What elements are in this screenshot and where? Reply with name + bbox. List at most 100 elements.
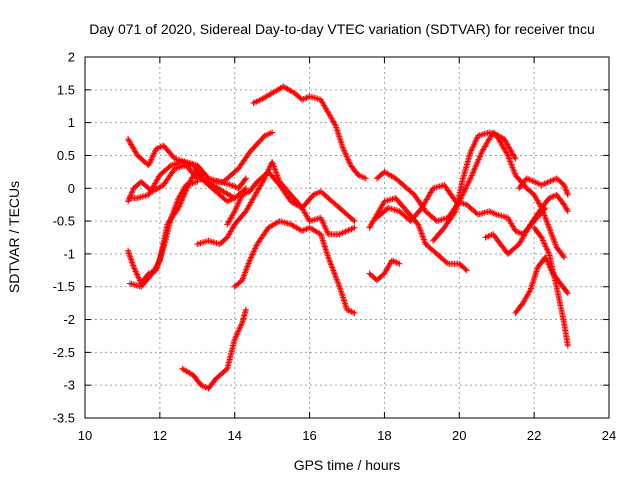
data-point <box>515 229 522 236</box>
data-point <box>299 227 306 234</box>
data-point <box>198 382 205 389</box>
data-point <box>475 156 482 163</box>
data-point <box>563 187 570 194</box>
data-point <box>317 214 324 221</box>
data-point <box>328 261 335 268</box>
data-point <box>251 99 258 106</box>
data-point <box>348 308 355 315</box>
data-point <box>264 131 271 138</box>
data-point <box>362 175 369 182</box>
data-point <box>125 249 132 256</box>
y-tick-label: -2.5 <box>53 345 75 360</box>
series-track-18 <box>516 175 571 198</box>
grid <box>85 57 609 418</box>
data-point <box>151 148 158 155</box>
data-point <box>512 155 519 162</box>
data-point <box>233 205 240 212</box>
data-point <box>477 152 484 159</box>
data-point <box>486 129 493 136</box>
data-point <box>201 383 208 390</box>
data-point <box>145 270 152 277</box>
data-point <box>126 250 133 257</box>
data-point <box>299 96 306 103</box>
data-point <box>349 309 356 316</box>
data-point <box>333 276 340 283</box>
data-point <box>340 145 347 152</box>
series-track-11 <box>366 195 470 274</box>
series-track-6 <box>179 306 249 392</box>
data-point <box>470 141 477 148</box>
data-point <box>227 181 234 188</box>
data-point <box>470 169 477 176</box>
data-point <box>546 195 553 202</box>
data-point <box>489 130 496 137</box>
data-point <box>242 175 249 182</box>
data-point <box>237 196 244 203</box>
data-point <box>486 208 493 215</box>
data-point <box>263 132 270 139</box>
data-point <box>466 176 473 183</box>
data-point <box>562 186 569 193</box>
chart-title: Day 071 of 2020, Sidereal Day-to-day VTE… <box>89 21 595 37</box>
data-point <box>549 177 556 184</box>
data-point <box>302 226 309 233</box>
data-point <box>468 172 475 179</box>
data-point <box>542 243 549 250</box>
data-point <box>471 165 478 172</box>
data-point <box>136 275 143 282</box>
data-point <box>127 253 134 260</box>
data-point <box>127 255 134 262</box>
data-point <box>511 154 518 161</box>
data-point <box>342 150 349 157</box>
data-point <box>232 334 239 341</box>
data-point <box>321 223 328 230</box>
data-point <box>149 154 156 161</box>
data-point <box>128 258 135 265</box>
data-point <box>355 172 362 179</box>
data-point <box>462 266 469 273</box>
data-point <box>126 252 133 259</box>
data-point <box>234 202 241 209</box>
data-point <box>148 269 155 276</box>
data-point <box>239 191 246 198</box>
y-tick-label: 0 <box>68 181 75 196</box>
data-point <box>250 248 257 255</box>
data-point <box>252 245 259 252</box>
data-point <box>463 267 470 274</box>
data-point <box>561 201 568 208</box>
data-point <box>539 235 546 242</box>
data-point <box>504 151 511 158</box>
data-point <box>394 260 401 267</box>
data-point <box>473 162 480 169</box>
data-point <box>523 175 530 182</box>
data-point <box>237 194 244 201</box>
data-point <box>466 178 473 185</box>
data-point <box>252 244 259 251</box>
data-point <box>331 121 338 128</box>
data-point <box>247 255 254 262</box>
data-point <box>345 156 352 163</box>
x-tick-label: 16 <box>302 428 316 443</box>
data-point <box>443 259 450 266</box>
data-point <box>543 180 550 187</box>
data-point <box>249 251 256 258</box>
data-point <box>332 273 339 280</box>
data-point <box>129 188 136 195</box>
data-point <box>564 290 571 297</box>
data-point <box>346 308 353 315</box>
data-point <box>251 247 258 254</box>
data-point <box>248 254 255 261</box>
x-tick-label: 10 <box>78 428 92 443</box>
data-point <box>230 183 237 190</box>
data-point <box>538 234 545 241</box>
data-point <box>561 202 568 209</box>
data-point <box>150 268 157 275</box>
data-point <box>350 216 357 223</box>
data-point <box>132 267 139 274</box>
data-point <box>546 178 553 185</box>
series-track-12 <box>366 257 403 284</box>
data-point <box>342 151 349 158</box>
data-point <box>328 263 335 270</box>
data-point <box>472 163 479 170</box>
data-point <box>547 194 554 201</box>
